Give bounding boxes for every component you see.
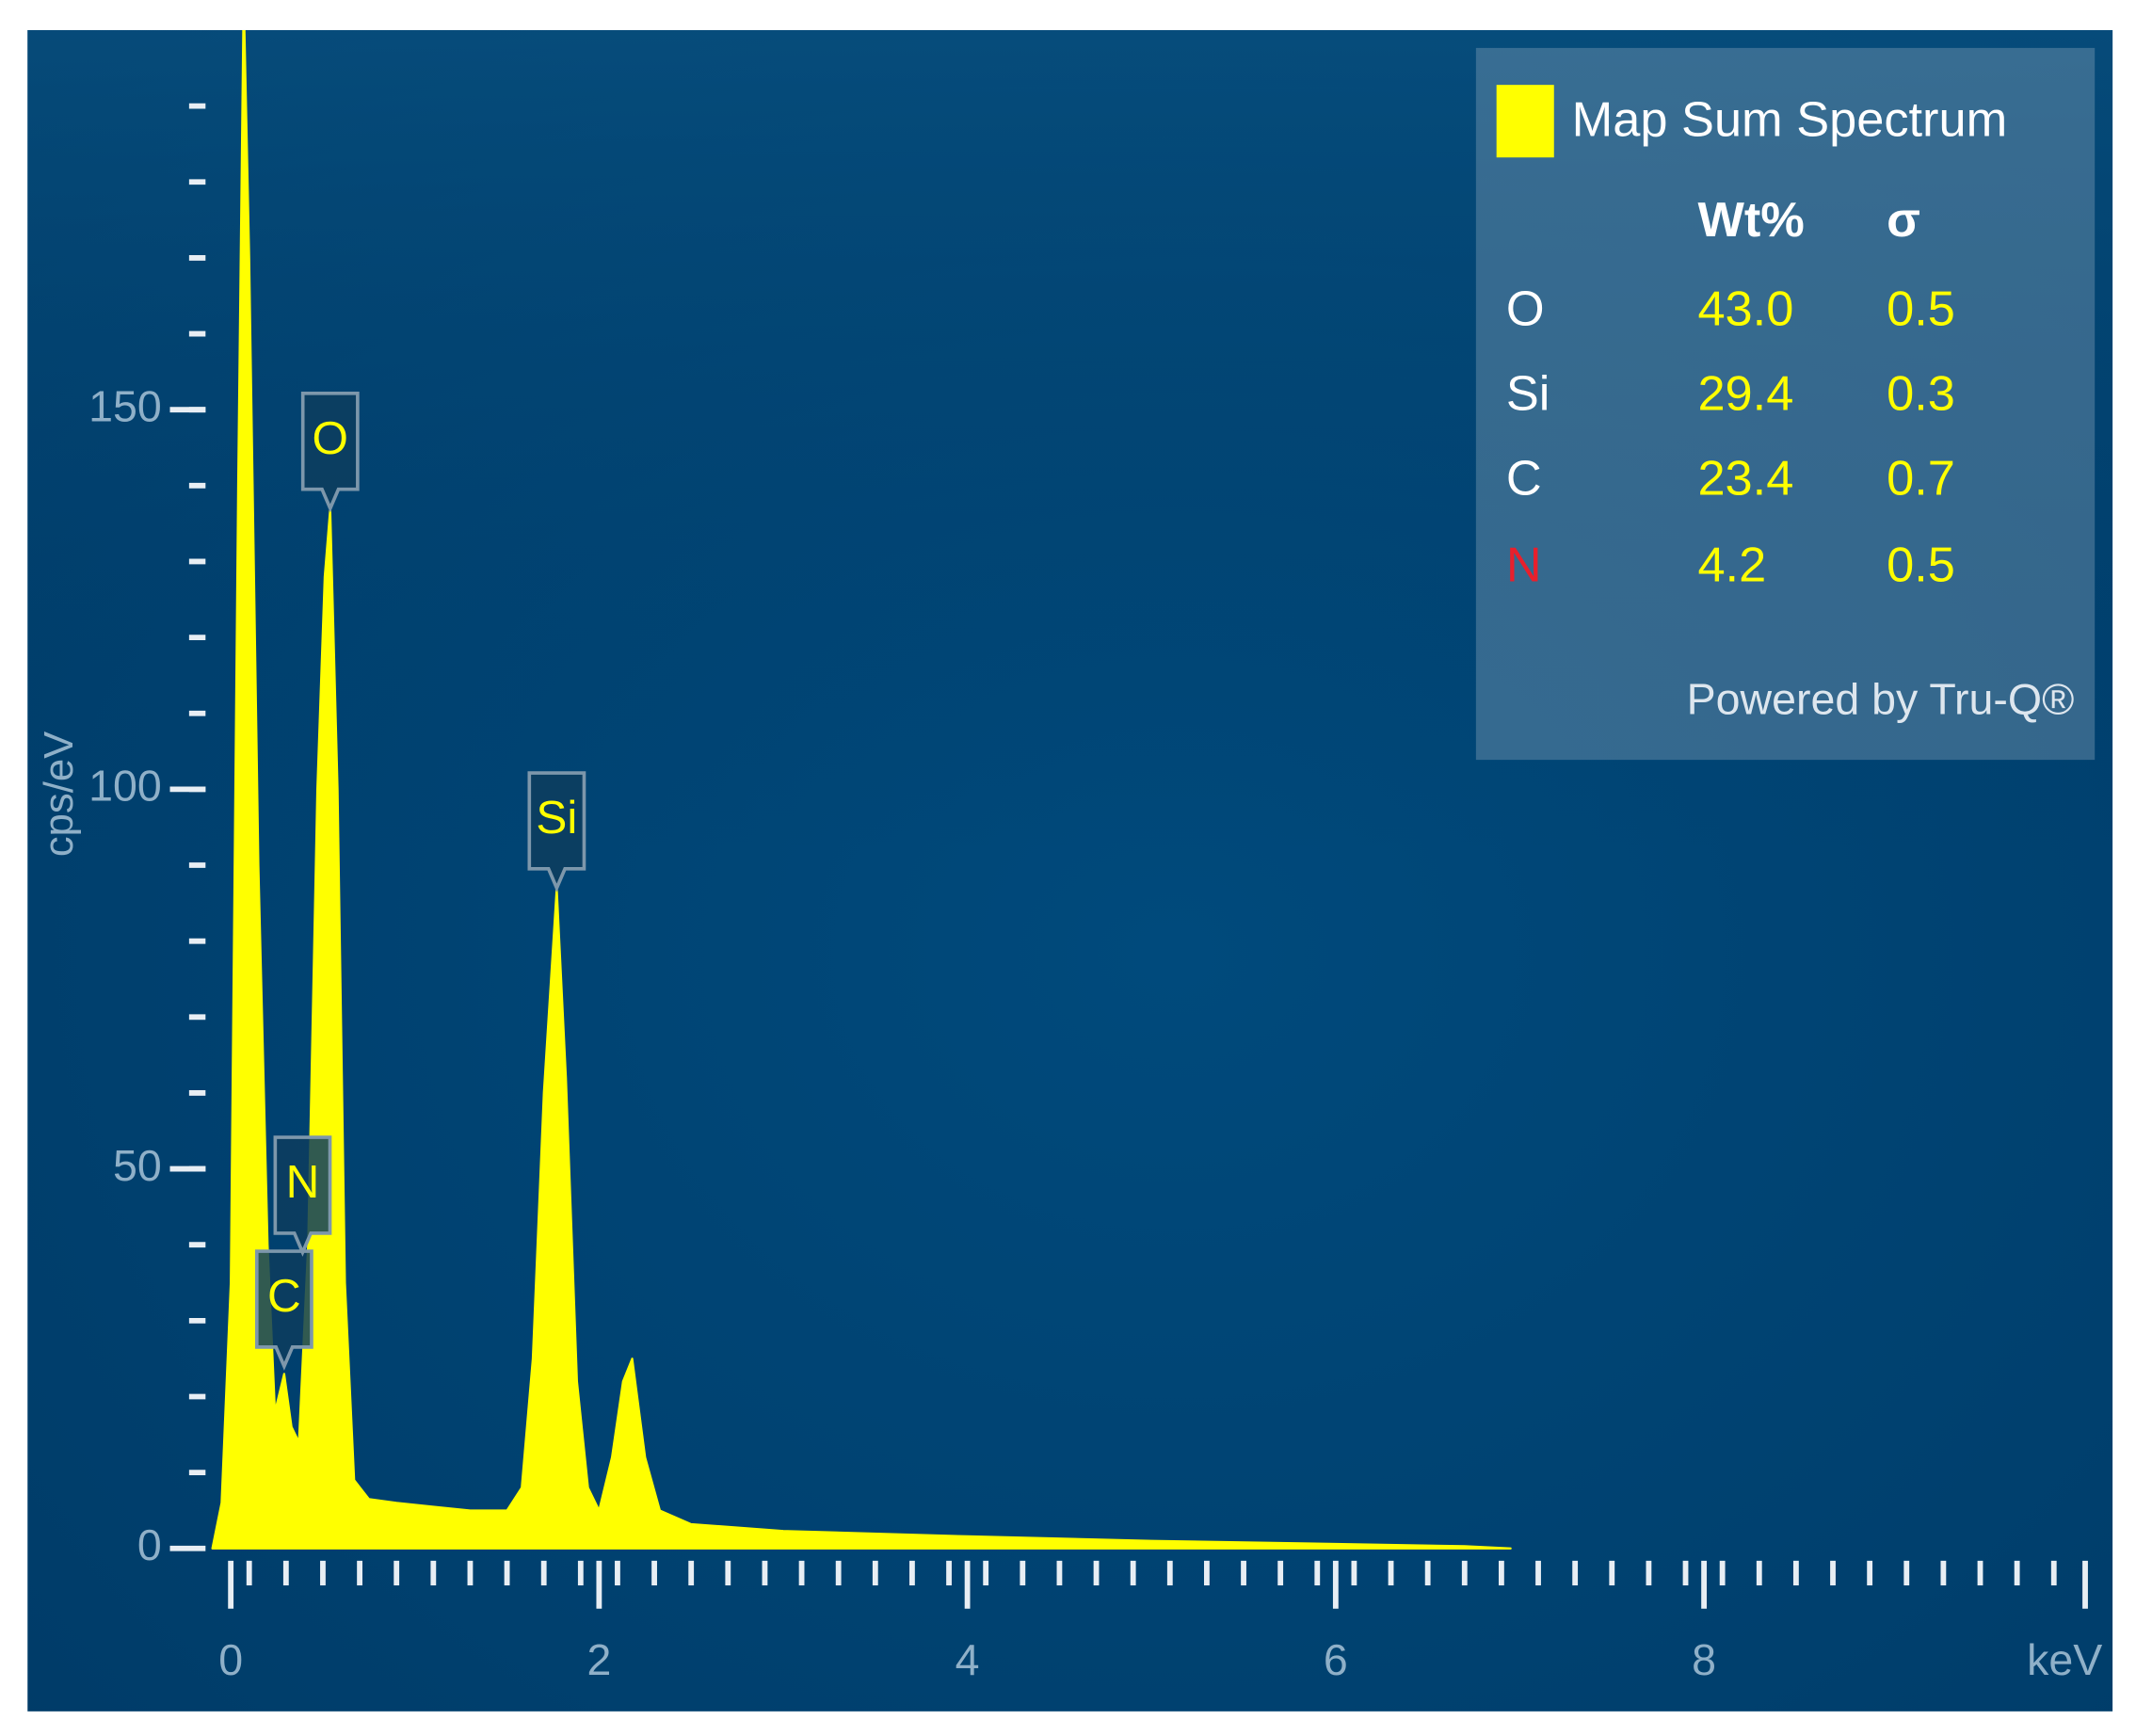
panel-shade — [27, 29, 2113, 852]
x-axis-label: keV — [2027, 1635, 2102, 1684]
peak-label-box — [527, 771, 586, 892]
wt-value: 43.0 — [1697, 281, 1793, 336]
y-tick-label: 100 — [88, 762, 162, 811]
peak-label: C — [267, 1270, 301, 1322]
x-tick-label: 6 — [1324, 1635, 1348, 1684]
peak-label: N — [286, 1156, 320, 1208]
wt-value: 23.4 — [1697, 452, 1793, 506]
wt-value: 4.2 — [1697, 538, 1766, 592]
legend-swatch — [1496, 85, 1554, 158]
peak-label: Si — [536, 792, 577, 844]
wt-value: 29.4 — [1697, 367, 1793, 422]
x-tick-label: 4 — [956, 1635, 980, 1684]
x-tick-label: 0 — [218, 1635, 243, 1684]
x-tick-label: 2 — [586, 1635, 611, 1684]
element-name: C — [1506, 452, 1542, 506]
element-name: Si — [1506, 367, 1550, 422]
element-name: O — [1506, 281, 1545, 336]
peak-label: O — [313, 412, 348, 464]
y-tick-label: 150 — [88, 381, 162, 430]
legend-footer: Powered by Tru-Q® — [1687, 674, 2075, 723]
legend-title: Map Sum Spectrum — [1572, 93, 2008, 148]
column-header: σ — [1887, 193, 1920, 248]
peak-label-box — [273, 1135, 332, 1257]
y-tick-label: 50 — [113, 1141, 162, 1190]
legend-box — [1475, 47, 2096, 761]
element-name: N — [1506, 538, 1542, 592]
x-tick-label: 8 — [1692, 1635, 1716, 1684]
results-legend: Map Sum Spectrum Wt% σ Powered by Tru-Q®… — [1475, 47, 2096, 761]
sigma-value: 0.3 — [1887, 367, 1955, 422]
peak-label-box — [300, 392, 360, 513]
sigma-value: 0.7 — [1887, 452, 1955, 506]
column-header: Wt% — [1697, 193, 1804, 248]
peak-label-box — [254, 1249, 313, 1371]
sigma-value: 0.5 — [1887, 281, 1955, 336]
y-tick-label: 0 — [137, 1520, 162, 1569]
y-axis-label: cps/eV — [37, 731, 82, 857]
sigma-value: 0.5 — [1887, 538, 1955, 592]
